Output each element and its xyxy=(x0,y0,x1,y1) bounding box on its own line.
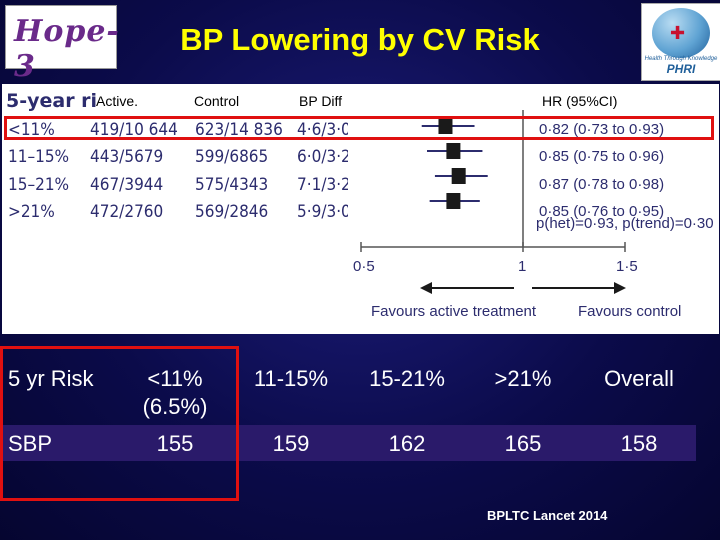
forest-plot-figure: 5-year risk Active. Control BP Diff HR (… xyxy=(2,84,719,334)
header-control: Control xyxy=(194,93,240,109)
row-risk-4: >21% xyxy=(8,202,55,222)
phri-logo: ✚ Health Through Knowledge PHRI xyxy=(641,3,720,81)
phri-logo-text: PHRI xyxy=(666,62,696,76)
point-estimate-1 xyxy=(438,118,453,134)
tick-label-1-5: 1·5 xyxy=(616,258,638,275)
table-sbp-15-21: 162 xyxy=(388,431,426,456)
tick-label-1: 1 xyxy=(518,258,527,275)
row-hr-4: 0·85 (0·76 to 0·95) xyxy=(539,203,665,220)
row-bpdiff-3: 7·1/3·2 xyxy=(297,175,351,195)
header-bp-diff: BP Diff xyxy=(299,93,343,109)
row-control-2: 599/6865 xyxy=(195,147,269,167)
row-bpdiff-1: 4·6/3·0 xyxy=(297,120,351,140)
row-hr-3: 0·87 (0·78 to 0·98) xyxy=(539,176,665,193)
row-hr-1: 0·82 (0·73 to 0·93) xyxy=(539,121,665,138)
row-control-3: 575/4343 xyxy=(195,175,269,195)
hope3-logo: Hope-3 xyxy=(5,5,119,84)
table-header-lt11-sub: (6.5%) xyxy=(142,394,208,419)
table-header-15-21: 15-21% xyxy=(369,366,445,391)
slide-title: BP Lowering by CV Risk xyxy=(180,22,540,57)
point-estimate-3 xyxy=(451,168,466,184)
row-risk-1: <11% xyxy=(8,120,55,140)
header-hr: HR (95%CI) xyxy=(542,93,618,109)
table-header-11-15: 11-15% xyxy=(253,366,329,391)
table-sbp-11-15: 159 xyxy=(272,431,310,456)
forest-plot-svg xyxy=(360,110,626,294)
row-risk-2: 11–15% xyxy=(8,147,70,167)
phri-tagline: Health Through Knowledge xyxy=(644,56,718,62)
table-sbp-overall: 158 xyxy=(620,431,658,456)
table-header-risk: 5 yr Risk xyxy=(8,366,94,391)
favours-active-arrow-head xyxy=(420,282,432,294)
table-header-overall: Overall xyxy=(604,366,674,391)
table-header-lt11: <11% xyxy=(147,366,203,391)
point-estimate-2 xyxy=(446,143,461,159)
tick-label-0-5: 0·5 xyxy=(353,258,375,275)
row-active-3: 467/3944 xyxy=(90,175,164,195)
favours-control-label: Favours control xyxy=(578,303,682,320)
hope3-logo-text: Hope-3 xyxy=(14,14,120,84)
citation: BPLTC Lancet 2014 xyxy=(487,508,608,523)
maple-leaf-icon: ✚ xyxy=(670,23,686,43)
row-active-2: 443/5679 xyxy=(90,147,164,167)
row-control-1: 623/14 836 xyxy=(195,120,283,140)
bp-diff-clip xyxy=(348,116,356,222)
row-bpdiff-2: 6·0/3·2 xyxy=(297,147,351,167)
row-control-4: 569/2846 xyxy=(195,202,269,222)
row-risk-3: 15–21% xyxy=(8,175,70,195)
header-5yr-risk: 5-year risk xyxy=(6,90,122,112)
row-active-4: 472/2760 xyxy=(90,202,164,222)
favours-active-label: Favours active treatment xyxy=(371,303,537,320)
row-bpdiff-4: 5·9/3·0 xyxy=(297,202,351,222)
favours-control-arrow-head xyxy=(614,282,626,294)
table-sbp-gt21: 165 xyxy=(504,431,542,456)
p-heterogeneity-text: p(het)=0·93, p(trend)=0·30 xyxy=(536,215,714,232)
point-estimate-4 xyxy=(446,193,461,209)
highlight-row-box xyxy=(4,116,714,140)
forest-plot-marks xyxy=(360,110,626,294)
row-hr-2: 0·85 (0·75 to 0·96) xyxy=(539,148,665,165)
table-sbp-lt11: 155 xyxy=(156,431,194,456)
globe-icon xyxy=(652,8,710,58)
row-active-1: 419/10 644 xyxy=(90,120,178,140)
sbp-row-band xyxy=(2,425,696,461)
table-sbp-label: SBP xyxy=(8,431,53,456)
header-active: Active. xyxy=(96,93,139,109)
highlight-column-box xyxy=(0,346,239,501)
table-header-gt21: >21% xyxy=(494,366,552,391)
